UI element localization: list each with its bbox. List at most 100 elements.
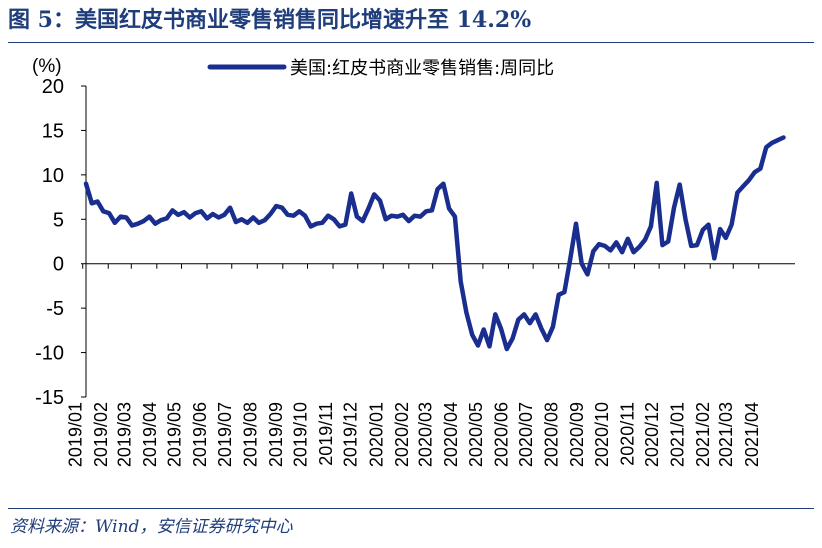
- data-point: [660, 243, 665, 247]
- data-point: [176, 213, 180, 217]
- data-point: [689, 244, 693, 248]
- data-point: [637, 245, 642, 249]
- data-point: [326, 214, 330, 218]
- data-point: [597, 242, 601, 246]
- y-tick-label: -10: [35, 343, 64, 365]
- data-point: [401, 213, 405, 217]
- data-point: [712, 256, 716, 260]
- y-axis-unit: (%): [32, 56, 62, 77]
- data-point: [211, 212, 215, 216]
- x-tick-label: 2019/09: [266, 402, 286, 467]
- data-point: [701, 228, 705, 232]
- data-point: [614, 240, 618, 244]
- x-tick-label: 2020/01: [366, 402, 386, 467]
- legend-label: 美国:红皮书商业零售销售:周同比: [290, 58, 554, 79]
- data-point: [378, 199, 382, 203]
- data-point: [245, 221, 249, 225]
- data-point: [366, 207, 370, 211]
- series-line: [83, 135, 786, 352]
- data-point: [395, 215, 399, 219]
- x-tick-label: 2019/08: [240, 402, 260, 467]
- data-point: [407, 219, 411, 223]
- data-point: [95, 199, 100, 204]
- x-tick-label: 2021/04: [742, 402, 762, 467]
- data-point: [459, 279, 463, 284]
- data-point: [672, 206, 676, 210]
- data-point: [418, 215, 422, 219]
- data-point: [303, 214, 307, 218]
- legend: 美国:红皮书商业零售销售:周同比: [207, 58, 554, 79]
- x-tick-label: 2021/01: [668, 402, 688, 467]
- figure-title: 图 5：美国红皮书商业零售销售同比增速升至 14.2%: [8, 7, 532, 33]
- x-tick-label: 2019/05: [165, 402, 185, 467]
- data-point: [781, 135, 786, 140]
- plot-area: [83, 135, 786, 352]
- data-point: [165, 216, 169, 220]
- data-point: [447, 207, 451, 211]
- data-point: [534, 312, 538, 316]
- x-tick-label: 2020/09: [567, 402, 587, 467]
- data-point: [735, 191, 740, 195]
- x-tick-label: 2021/02: [693, 402, 713, 467]
- data-point: [130, 223, 134, 228]
- data-point: [234, 220, 238, 224]
- data-point: [84, 182, 88, 186]
- data-point: [424, 209, 428, 213]
- data-point: [516, 318, 520, 322]
- data-point: [332, 217, 336, 221]
- data-point: [730, 223, 734, 227]
- data-point: [338, 224, 342, 228]
- data-point: [580, 262, 584, 266]
- x-tick-label: 2019/07: [215, 402, 235, 467]
- data-point: [683, 217, 688, 221]
- data-point: [557, 293, 561, 297]
- x-tick-label: 2020/11: [617, 402, 637, 466]
- x-tick-label: 2020/02: [392, 402, 412, 467]
- data-point: [453, 215, 457, 219]
- data-point: [568, 257, 572, 261]
- data-point: [764, 145, 768, 149]
- data-point: [320, 221, 324, 225]
- data-point: [436, 187, 440, 191]
- data-point: [747, 178, 751, 182]
- data-point: [384, 217, 388, 221]
- data-point: [372, 192, 376, 196]
- data-point: [251, 215, 255, 220]
- y-tick-label: -5: [46, 298, 64, 320]
- data-point: [147, 215, 151, 219]
- data-point: [430, 208, 434, 212]
- x-tick-label: 2021/03: [716, 402, 736, 467]
- x-tick-label: 2019/06: [190, 402, 210, 467]
- data-point: [361, 219, 365, 223]
- data-point: [257, 221, 261, 225]
- data-point: [159, 218, 163, 222]
- y-tick-label: 0: [53, 254, 64, 276]
- data-point: [222, 213, 226, 217]
- data-point: [770, 141, 774, 145]
- data-point: [678, 183, 682, 187]
- data-point: [591, 249, 595, 253]
- x-tick-label: 2019/12: [341, 402, 361, 467]
- data-point: [413, 214, 417, 218]
- data-point: [90, 201, 94, 205]
- data-point: [632, 250, 636, 254]
- title-divider: [8, 42, 814, 43]
- data-point: [142, 219, 146, 223]
- x-tick-label: 2019/03: [114, 402, 134, 467]
- x-tick-label: 2020/08: [542, 402, 562, 467]
- data-point: [510, 336, 515, 340]
- data-point: [741, 184, 745, 188]
- data-point: [124, 215, 128, 220]
- footer-divider: [8, 508, 814, 509]
- data-point: [182, 210, 186, 214]
- data-point: [113, 221, 117, 225]
- data-point: [493, 312, 497, 316]
- y-tick-label: 5: [53, 209, 64, 231]
- x-tick-label: 2020/05: [466, 402, 486, 467]
- x-tick-label: 2020/04: [441, 402, 461, 467]
- data-point: [268, 212, 273, 216]
- data-point: [389, 214, 394, 218]
- data-point: [522, 312, 526, 316]
- data-point: [482, 327, 486, 332]
- y-axis: 20 15 10 5 0 -5 -10 -15: [35, 76, 87, 409]
